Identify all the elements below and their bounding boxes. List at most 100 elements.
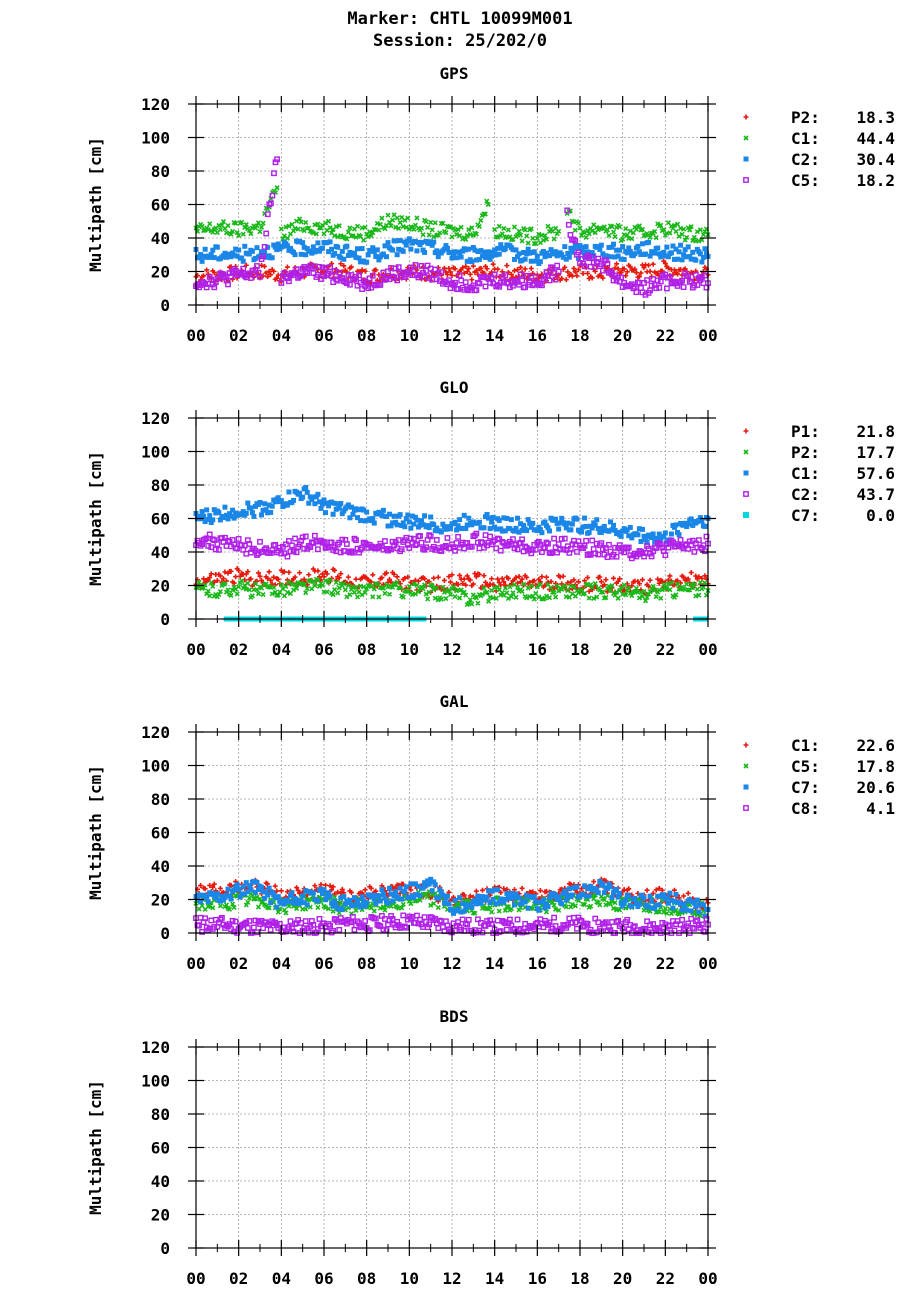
data-point xyxy=(420,885,426,891)
y-tick-label: 120 xyxy=(141,95,170,114)
data-point xyxy=(702,548,708,555)
data-point xyxy=(514,546,521,553)
legend-marker xyxy=(743,449,749,455)
data-point xyxy=(403,516,409,522)
data-point xyxy=(204,507,210,513)
data-point xyxy=(441,246,447,252)
data-point xyxy=(555,268,562,275)
data-point xyxy=(636,526,642,532)
data-point xyxy=(624,250,630,256)
data-point xyxy=(569,521,575,527)
data-point xyxy=(524,251,530,257)
data-point xyxy=(365,252,371,258)
data-point xyxy=(307,577,313,584)
data-point xyxy=(380,904,386,910)
data-point xyxy=(490,249,496,255)
data-point xyxy=(548,584,554,591)
data-point xyxy=(236,584,242,590)
data-point xyxy=(400,901,406,907)
data-point xyxy=(208,580,214,586)
data-point xyxy=(531,596,537,602)
data-point xyxy=(362,887,368,893)
data-point xyxy=(356,507,362,513)
data-point xyxy=(473,231,479,237)
data-point xyxy=(394,579,400,585)
data-point xyxy=(554,262,561,269)
data-point xyxy=(691,900,697,906)
data-point xyxy=(616,542,623,549)
data-point xyxy=(536,907,542,913)
data-point xyxy=(245,889,251,895)
data-point xyxy=(673,592,679,598)
data-point xyxy=(469,277,475,283)
data-point xyxy=(350,549,356,556)
data-point xyxy=(348,264,354,270)
data-point xyxy=(387,511,393,517)
data-point xyxy=(400,520,406,526)
data-point xyxy=(361,237,367,243)
data-point xyxy=(373,888,379,894)
data-point xyxy=(665,581,671,587)
data-point xyxy=(580,249,586,255)
data-point xyxy=(354,594,361,600)
data-point xyxy=(217,898,223,904)
data-point xyxy=(423,591,429,597)
data-point xyxy=(485,201,491,208)
data-point xyxy=(559,901,565,907)
data-point xyxy=(263,230,270,237)
data-point xyxy=(690,522,696,528)
data-point xyxy=(363,279,370,286)
data-point xyxy=(379,215,385,221)
data-point xyxy=(446,901,452,907)
data-point xyxy=(359,894,365,900)
data-point xyxy=(475,916,481,923)
data-point xyxy=(394,277,401,284)
series-c2 xyxy=(193,530,711,562)
data-point xyxy=(636,249,642,255)
data-point xyxy=(643,251,649,257)
data-point xyxy=(665,544,672,551)
data-point xyxy=(508,890,514,896)
data-point xyxy=(531,894,537,900)
data-point xyxy=(511,268,517,274)
data-point xyxy=(534,253,540,259)
data-point xyxy=(203,535,210,542)
data-point xyxy=(499,231,505,237)
data-point xyxy=(452,279,458,286)
data-point xyxy=(327,225,333,231)
data-point xyxy=(207,593,213,599)
data-point xyxy=(268,577,274,583)
data-point xyxy=(205,517,211,523)
data-point xyxy=(556,526,562,532)
data-point xyxy=(569,273,575,279)
data-point xyxy=(412,262,419,268)
data-point xyxy=(443,230,449,236)
data-point xyxy=(614,247,620,253)
data-point xyxy=(291,900,297,906)
data-point xyxy=(348,504,354,510)
data-point xyxy=(351,895,357,901)
data-point xyxy=(345,582,351,588)
data-point xyxy=(632,266,638,272)
data-point xyxy=(298,919,305,926)
data-point xyxy=(501,579,507,585)
legend-value: 57.6 xyxy=(856,464,895,483)
data-point xyxy=(412,514,418,520)
data-point xyxy=(604,554,611,560)
data-point xyxy=(627,249,633,255)
data-point xyxy=(626,886,632,892)
data-point xyxy=(287,892,293,898)
data-point xyxy=(636,900,642,906)
y-axis-label: Multipath [cm] xyxy=(86,137,105,272)
data-point xyxy=(476,897,482,903)
data-point xyxy=(333,548,340,555)
data-point xyxy=(475,249,481,255)
y-tick-label: 120 xyxy=(141,1038,170,1057)
data-point xyxy=(460,581,466,587)
data-point xyxy=(287,245,293,251)
data-point xyxy=(597,574,603,580)
data-point xyxy=(353,506,359,512)
data-point xyxy=(599,546,606,553)
